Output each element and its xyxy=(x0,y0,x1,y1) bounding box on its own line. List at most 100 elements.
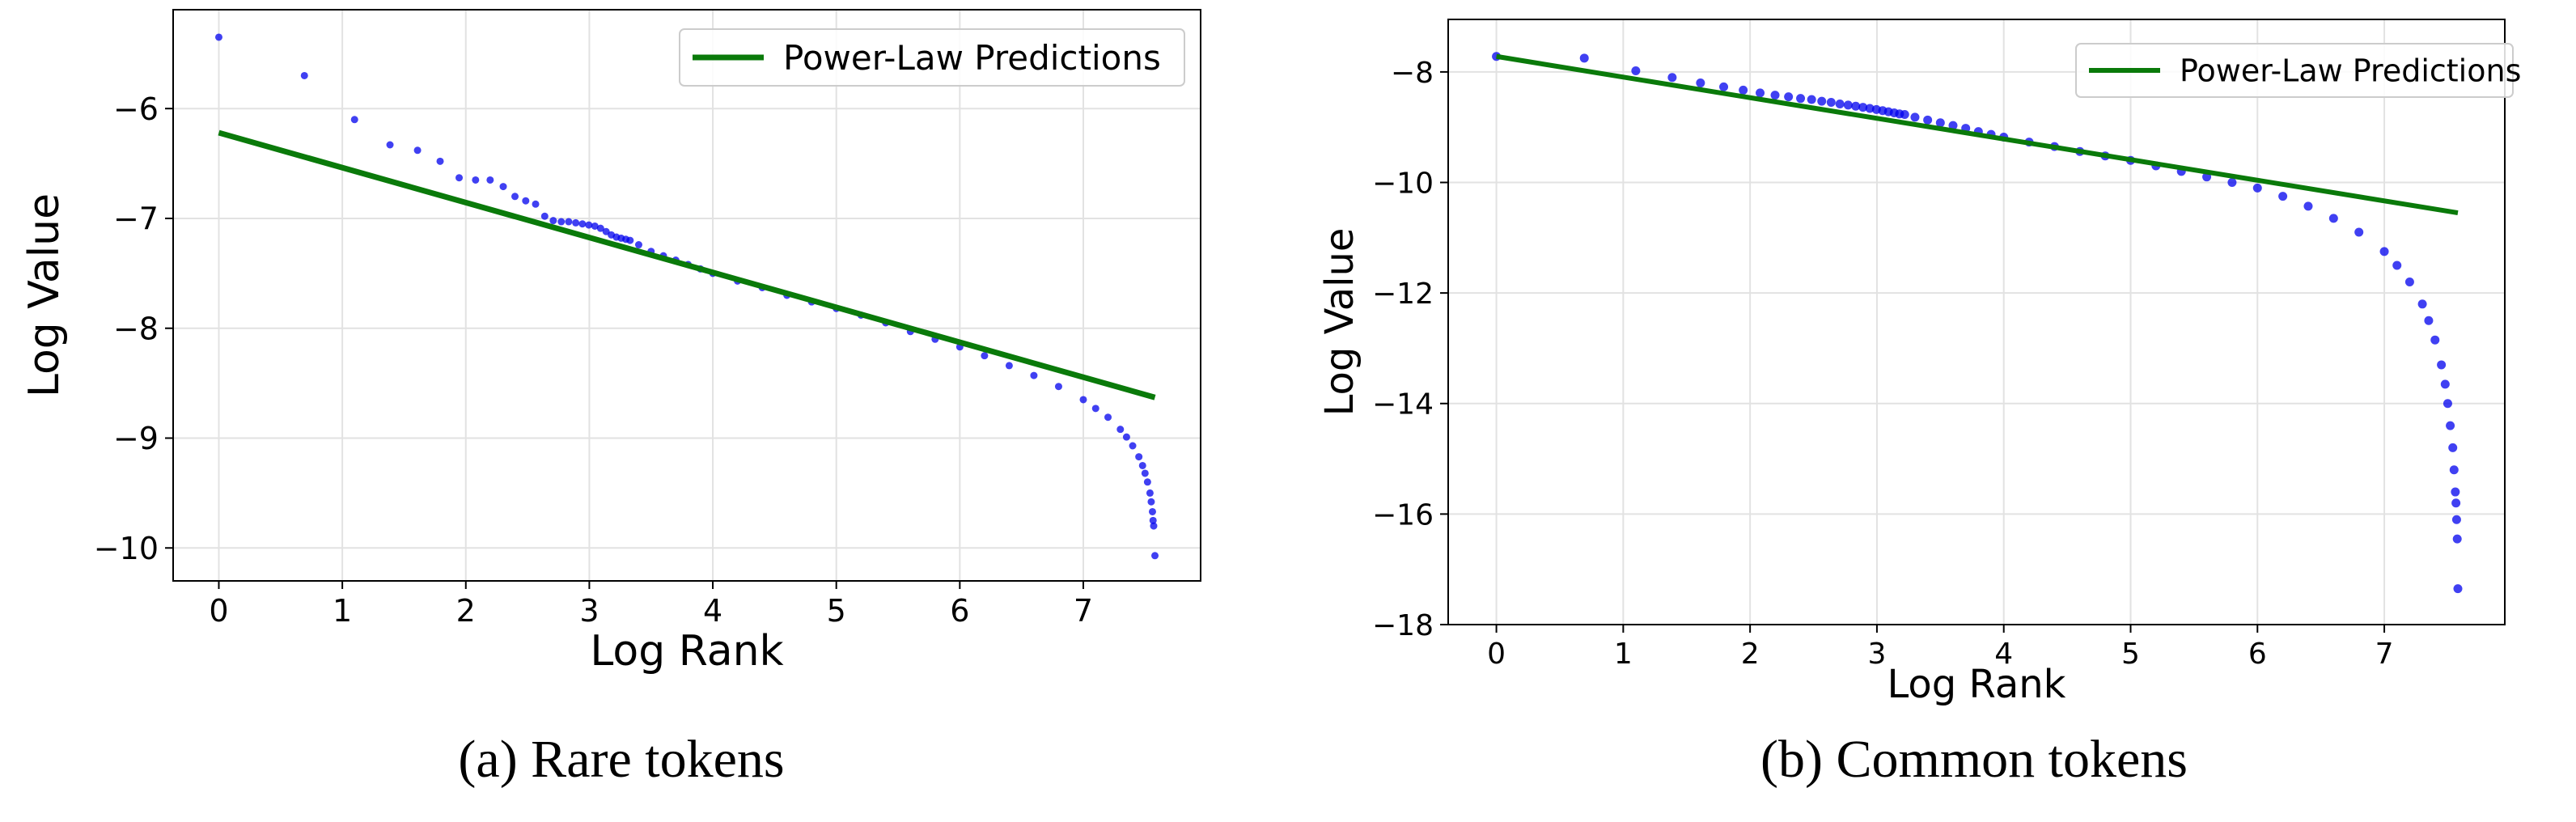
panel-common-tokens: 0 1 2 3 4 5 6 7 −18 −16 −14 −12 −10 −8 Log Rank Log … xyxy=(1317,19,2521,789)
data-point xyxy=(549,217,557,225)
data-point xyxy=(1770,91,1780,100)
y-axis-ticks: −10 −9 −8 −7 −6 xyxy=(94,91,173,566)
data-point xyxy=(1104,413,1112,422)
y-tick-label: −10 xyxy=(94,531,159,566)
data-point xyxy=(578,220,587,228)
y-tick-label: −12 xyxy=(1372,278,1434,311)
data-point xyxy=(1116,426,1125,434)
data-point xyxy=(1030,371,1038,379)
data-point xyxy=(455,174,464,182)
x-tick-label: 7 xyxy=(2375,638,2394,671)
data-point xyxy=(634,241,642,249)
y-tick-label: −10 xyxy=(1372,167,1434,200)
data-point xyxy=(1667,73,1677,83)
data-point xyxy=(1756,88,1765,98)
data-point xyxy=(350,116,358,124)
x-tick-label: 2 xyxy=(1741,638,1760,671)
data-point xyxy=(2451,515,2461,524)
data-point xyxy=(2453,584,2463,594)
data-point xyxy=(585,221,593,229)
data-point xyxy=(540,212,549,220)
data-point xyxy=(1807,95,1816,104)
legend: Power-Law Predictions xyxy=(679,28,1185,87)
data-point xyxy=(2417,299,2427,309)
data-point xyxy=(1826,97,1836,107)
data-point xyxy=(2452,534,2462,544)
data-point xyxy=(1910,112,1920,122)
data-point xyxy=(1579,53,1589,63)
data-point xyxy=(1784,92,1794,102)
data-point xyxy=(2328,214,2338,223)
data-point xyxy=(2354,227,2364,237)
y-tick-label: −18 xyxy=(1372,609,1434,642)
data-point xyxy=(2424,316,2434,325)
data-point xyxy=(2451,487,2460,497)
data-point xyxy=(1817,96,1827,106)
data-point xyxy=(1054,383,1062,391)
data-point xyxy=(2379,247,2389,256)
legend-box xyxy=(2075,43,2514,98)
x-tick-label: 4 xyxy=(1994,638,2013,671)
plot-frame xyxy=(1447,19,2506,625)
data-point xyxy=(1151,552,1159,560)
data-point xyxy=(2443,399,2452,409)
data-point xyxy=(2446,421,2455,430)
data-point xyxy=(1843,100,1853,110)
data-point xyxy=(300,71,308,79)
data-point xyxy=(1923,115,1933,125)
data-point xyxy=(2451,498,2461,508)
data-point xyxy=(386,141,394,149)
power-law-fit-line xyxy=(218,129,1156,400)
data-point xyxy=(1696,78,1705,88)
data-point xyxy=(1148,507,1156,515)
data-point xyxy=(1146,489,1154,497)
legend-entry: Power-Law Predictions xyxy=(783,38,1161,78)
data-point xyxy=(472,176,480,184)
data-point xyxy=(1851,101,1861,111)
data-point xyxy=(2404,277,2414,286)
data-point xyxy=(981,352,989,360)
data-point xyxy=(1631,66,1641,76)
legend-box xyxy=(679,28,1185,87)
y-axis-ticks: −18 −16 −14 −12 −10 −8 xyxy=(1372,57,1448,642)
data-point xyxy=(2448,443,2458,452)
data-point xyxy=(532,200,540,208)
data-point xyxy=(1079,396,1087,404)
data-point xyxy=(436,157,444,165)
data-point xyxy=(1138,461,1146,469)
x-tick-label: 6 xyxy=(2248,638,2267,671)
data-point xyxy=(1865,104,1875,113)
data-point xyxy=(1796,94,1806,104)
plot-frame xyxy=(172,9,1201,582)
data-point xyxy=(572,218,580,227)
x-tick-label: 2 xyxy=(456,593,476,629)
data-point xyxy=(413,146,422,155)
y-axis-label: Log Value xyxy=(1317,228,1362,417)
x-axis-ticks: 0 1 2 3 4 5 6 7 xyxy=(1487,625,2394,671)
data-point xyxy=(1858,103,1868,112)
data-point xyxy=(2252,183,2262,193)
x-axis-ticks: 0 1 2 3 4 5 6 7 xyxy=(209,581,1093,629)
x-tick-label: 7 xyxy=(1074,593,1093,629)
data-point xyxy=(596,224,604,232)
data-point xyxy=(499,183,507,191)
y-tick-label: −14 xyxy=(1372,388,1434,422)
grid xyxy=(173,10,1201,581)
data-point xyxy=(1739,85,1748,95)
data-point xyxy=(2430,335,2440,345)
figure-caption: (a) Rare tokens xyxy=(458,730,784,789)
y-tick-label: −6 xyxy=(113,91,159,127)
scatter-points xyxy=(214,33,1159,560)
data-point xyxy=(1900,109,1909,119)
data-point xyxy=(2440,379,2450,389)
x-tick-label: 6 xyxy=(950,593,969,629)
x-tick-label: 3 xyxy=(1867,638,1886,671)
data-point xyxy=(1005,362,1013,370)
data-point xyxy=(1135,453,1143,461)
x-axis-label: Log Rank xyxy=(1888,662,2066,707)
data-point xyxy=(557,218,566,226)
x-tick-label: 1 xyxy=(1614,638,1633,671)
data-point xyxy=(1935,118,1945,128)
data-point xyxy=(2392,261,2402,270)
